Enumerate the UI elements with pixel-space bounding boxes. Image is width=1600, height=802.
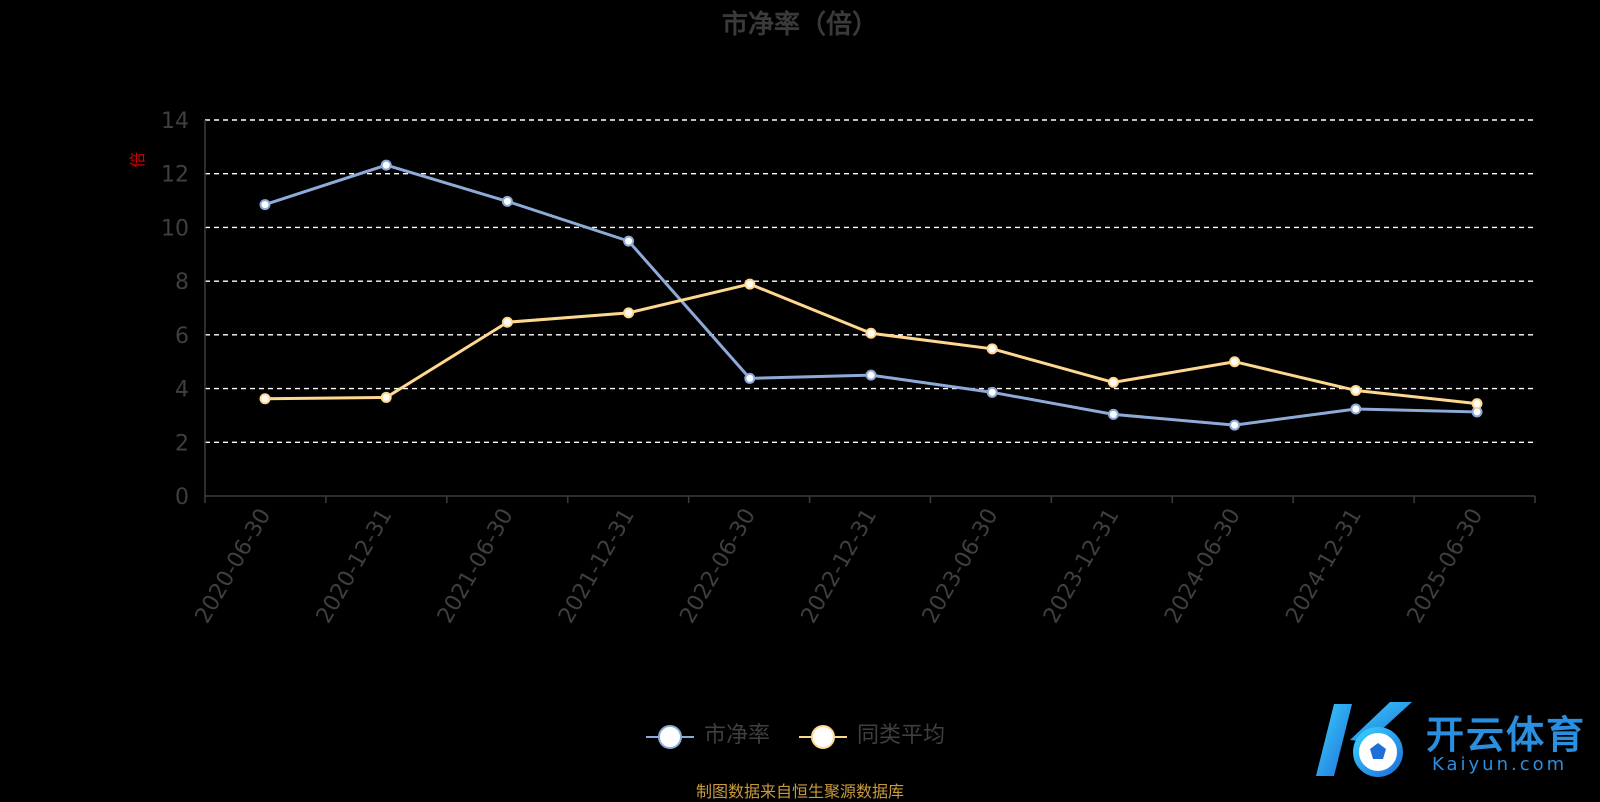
y-tick-label: 10	[161, 216, 189, 241]
legend-marker	[658, 725, 682, 749]
y-tick-label: 8	[175, 270, 189, 295]
x-tick-label: 2022-06-30	[675, 505, 761, 628]
data-point	[380, 159, 392, 171]
data-point	[1229, 419, 1241, 431]
data-point	[1350, 403, 1362, 415]
y-tick-label: 2	[175, 431, 189, 456]
watermark-name: 开云体育	[1426, 713, 1587, 757]
data-point	[865, 327, 877, 339]
data-source-note: 制图数据来自恒生聚源数据库	[695, 782, 904, 801]
data-point	[380, 391, 392, 403]
data-point	[623, 307, 635, 319]
legend-marker	[811, 725, 835, 749]
x-tick-label: 2024-06-30	[1160, 505, 1246, 628]
y-tick-label: 14	[161, 109, 189, 134]
data-point	[865, 369, 877, 381]
data-point	[1350, 384, 1362, 396]
x-tick-label: 2024-12-31	[1281, 505, 1367, 628]
y-tick-label: 12	[161, 163, 189, 188]
series-line-1	[264, 163, 1478, 427]
y-axis-label: 倍	[128, 152, 147, 168]
x-tick-label: 2020-06-30	[191, 505, 277, 628]
data-point	[501, 316, 513, 328]
y-tick-label: 0	[175, 485, 189, 510]
x-tick-label: 2025-06-30	[1403, 505, 1489, 628]
gridlines	[205, 119, 1535, 443]
legend: 市净率 同类平均	[0, 722, 1600, 752]
legend-label: 同类平均	[857, 723, 946, 748]
data-point	[259, 199, 271, 211]
series-lines	[259, 159, 1483, 431]
data-point	[501, 195, 513, 207]
legend-label: 市净率	[704, 723, 771, 748]
kaiyun-logo-icon	[1316, 702, 1412, 777]
data-point	[259, 393, 271, 405]
x-tick-label: 2023-06-30	[918, 504, 1004, 627]
watermark-logo: 开云体育 Kaiyun.com	[1312, 696, 1592, 786]
data-point	[1471, 398, 1483, 410]
x-tick-label: 2022-12-31	[797, 505, 883, 628]
x-tick-label: 2021-12-31	[554, 505, 640, 628]
data-point	[1107, 408, 1119, 420]
chart-title: 市净率（倍）	[721, 10, 878, 40]
data-point	[986, 386, 998, 398]
y-tick-label: 6	[175, 324, 189, 349]
data-point	[623, 235, 635, 247]
data-point	[986, 343, 998, 355]
watermark-domain: Kaiyun.com	[1432, 754, 1568, 775]
axes: 0 2 4 6 8 10 12 14 2020-06-30 2020-12-31 2021-06-3…	[161, 109, 1536, 628]
y-tick-label: 4	[175, 378, 189, 403]
data-point	[1229, 356, 1241, 368]
data-point	[1107, 376, 1119, 388]
x-tick-label: 2023-12-31	[1039, 505, 1125, 628]
data-point	[744, 372, 756, 384]
x-tick-label: 2020-12-31	[312, 505, 398, 628]
series-line-2	[264, 282, 1478, 406]
data-point	[744, 278, 756, 290]
x-tick-label: 2021-06-30	[433, 505, 519, 628]
line-chart: 0 2 4 6 8 10 12 14 2020-06-30 2020-12-31 2021-06-3…	[128, 109, 1536, 628]
